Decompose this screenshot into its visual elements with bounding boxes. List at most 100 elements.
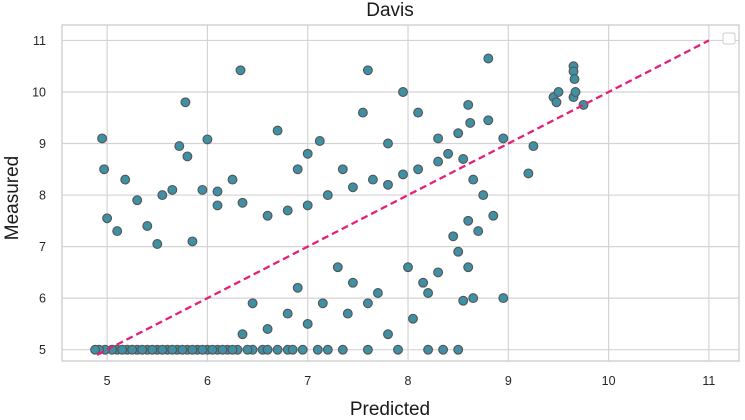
data-point xyxy=(90,344,101,355)
y-tick-label: 10 xyxy=(32,85,46,99)
data-point xyxy=(357,107,368,118)
data-point xyxy=(453,128,464,139)
data-point xyxy=(458,154,469,164)
data-point xyxy=(453,246,464,257)
data-point xyxy=(302,200,313,211)
data-point xyxy=(372,288,383,298)
data-point xyxy=(99,164,110,175)
data-point xyxy=(237,197,248,208)
data-point xyxy=(463,99,474,110)
data-point xyxy=(383,329,393,340)
y-tick-label: 9 xyxy=(39,137,46,151)
data-point xyxy=(408,313,418,324)
data-point xyxy=(433,267,444,278)
data-point xyxy=(322,344,333,355)
data-point xyxy=(262,210,273,221)
x-tick-label: 6 xyxy=(204,374,211,388)
data-point xyxy=(403,262,413,273)
data-point xyxy=(187,236,198,247)
data-point xyxy=(570,87,581,97)
data-point xyxy=(488,210,499,221)
data-point xyxy=(227,344,238,355)
data-point xyxy=(197,184,208,195)
legend xyxy=(722,32,736,45)
data-point xyxy=(413,164,424,175)
data-point xyxy=(398,87,408,97)
data-point xyxy=(314,136,325,146)
data-point xyxy=(362,298,373,309)
data-point xyxy=(97,133,108,144)
data-point xyxy=(523,168,534,179)
data-point xyxy=(157,344,168,355)
data-point xyxy=(483,53,494,64)
data-point xyxy=(247,298,258,309)
data-point xyxy=(463,215,474,226)
data-point xyxy=(433,156,444,167)
data-point xyxy=(393,344,403,355)
data-point xyxy=(174,141,185,152)
data-point xyxy=(235,65,246,76)
data-point xyxy=(127,344,138,355)
chart-title: Davis xyxy=(366,0,414,21)
data-point xyxy=(337,164,348,175)
identity-reference-line xyxy=(96,39,710,356)
data-point xyxy=(132,195,143,206)
data-point xyxy=(212,200,223,211)
data-point xyxy=(227,174,238,185)
data-point xyxy=(112,226,123,237)
plot-frame xyxy=(61,24,740,362)
data-point xyxy=(465,117,476,128)
data-point xyxy=(383,138,393,149)
data-point xyxy=(167,344,178,355)
data-point xyxy=(458,295,469,306)
x-tick-label: 8 xyxy=(405,374,412,388)
data-point xyxy=(317,298,328,309)
data-point xyxy=(292,164,303,175)
data-point xyxy=(202,134,213,145)
data-point xyxy=(182,151,193,162)
x-tick-label: 10 xyxy=(602,374,616,388)
data-point xyxy=(468,293,479,304)
data-point xyxy=(287,344,298,355)
data-point xyxy=(282,205,293,216)
data-point xyxy=(423,344,434,355)
x-tick-label: 5 xyxy=(104,374,111,388)
data-point xyxy=(292,282,303,293)
data-point xyxy=(337,344,348,355)
x-tick-label: 7 xyxy=(304,374,311,388)
y-tick-label: 11 xyxy=(33,34,46,48)
y-axis-label: Measured xyxy=(2,156,23,241)
data-point xyxy=(468,174,479,185)
data-point xyxy=(498,293,509,304)
data-point xyxy=(297,344,308,355)
data-point xyxy=(413,107,424,118)
data-point xyxy=(242,344,253,355)
data-point xyxy=(197,344,208,355)
data-point xyxy=(157,190,168,201)
data-point xyxy=(207,344,218,355)
data-point xyxy=(443,148,454,159)
data-point xyxy=(117,344,128,355)
data-point xyxy=(438,344,449,355)
data-point xyxy=(137,344,148,355)
data-point xyxy=(302,318,313,329)
data-point xyxy=(152,239,163,249)
data-point xyxy=(262,344,273,355)
x-tick-label: 11 xyxy=(702,374,715,388)
data-point xyxy=(551,97,562,108)
data-point xyxy=(187,344,198,355)
data-point xyxy=(167,184,178,195)
data-point xyxy=(418,277,429,288)
data-point xyxy=(120,174,131,185)
data-point xyxy=(217,344,228,355)
data-point xyxy=(302,148,313,159)
data-point xyxy=(448,231,459,242)
data-point xyxy=(262,324,273,334)
data-point xyxy=(282,308,293,319)
data-point xyxy=(102,213,113,224)
data-point xyxy=(272,125,283,136)
data-points xyxy=(90,53,589,355)
data-point xyxy=(553,87,564,97)
data-point xyxy=(367,174,378,185)
